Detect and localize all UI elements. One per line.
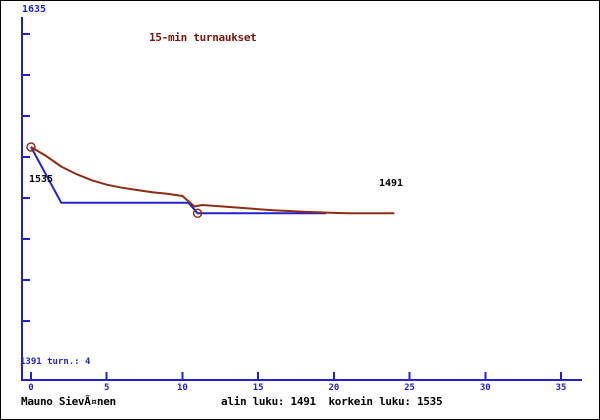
tournament-rating-line bbox=[30, 146, 327, 215]
x-tick-label: 5 bbox=[103, 383, 110, 393]
x-tick-label: 10 bbox=[177, 383, 188, 393]
y-axis-max-label: 1635 bbox=[22, 4, 47, 15]
start-rating-label: 1535 bbox=[29, 174, 54, 185]
x-tick-label: 15 bbox=[252, 383, 264, 393]
tournament-marker bbox=[192, 208, 203, 219]
x-tick-label: 35 bbox=[555, 383, 567, 393]
y-axis-min-label: 1391 turn.: 4 bbox=[20, 357, 91, 367]
x-axis-labels: 0 5 10 15 20 25 30 35 bbox=[1, 384, 599, 396]
chart-title: 15-min turnaukset bbox=[149, 31, 257, 44]
x-tick-label: 30 bbox=[479, 383, 491, 393]
tournament-marker bbox=[26, 142, 36, 152]
player-name: Mauno SievÃ¤nen bbox=[21, 395, 116, 408]
trend-curve-line bbox=[30, 146, 395, 215]
footer-stats: alin luku: 1491 korkein luku: 1535 bbox=[221, 395, 443, 408]
x-tick-label: 0 bbox=[28, 383, 34, 393]
x-tick-label: 20 bbox=[328, 383, 340, 393]
end-rating-label: 1491 bbox=[379, 178, 404, 189]
x-tick-label: 25 bbox=[404, 383, 415, 393]
